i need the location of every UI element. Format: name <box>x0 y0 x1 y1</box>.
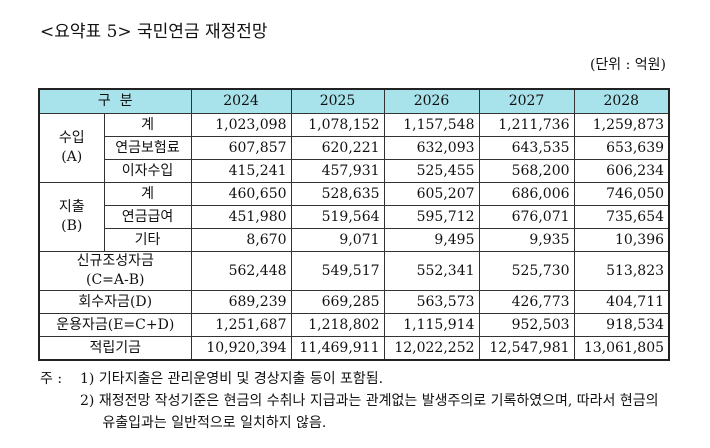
row-label: 운용자금(E=C+D) <box>38 313 192 337</box>
row-label: 연금보험료 <box>103 136 192 160</box>
label-line: 회수자금(D) <box>78 293 153 310</box>
cell-value: 519,564 <box>290 205 385 229</box>
cell-value: 9,935 <box>478 228 575 252</box>
cell-value: 415,241 <box>190 159 292 183</box>
cell-value: 549,517 <box>290 251 385 291</box>
cell-value: 563,573 <box>383 290 480 314</box>
data-row: 수입 (A) 계 1,023,098 1,078,152 1,157,548 1,211,7… <box>38 113 670 183</box>
data-row: 연금급여 451,980 519,564 595,712 676,071 735,654 <box>39 205 670 229</box>
header-row: 구 분 2024 2025 2026 2027 2028 <box>38 88 670 114</box>
cell-value: 460,650 <box>190 182 292 206</box>
data-row: 연금보험료 607,857 620,221 632,093 643,535 653,639 <box>39 136 670 160</box>
title: <요약표 5> 국민연금 재정전망 <box>40 22 268 42</box>
row-label: 이자수입 <box>103 159 192 183</box>
header-year: 2025 <box>290 88 385 114</box>
cell-value: 10,920,394 <box>190 336 292 361</box>
cell-value: 1,115,914 <box>383 313 480 337</box>
data-row: 운용자금(E=C+D) 1,251,687 1,218,802 1,115,914 95… <box>38 313 670 337</box>
row-label: 적립기금 <box>38 336 192 361</box>
cell-value: 457,931 <box>290 159 385 183</box>
cell-value: 562,448 <box>190 251 292 291</box>
cell-value: 9,071 <box>290 228 385 252</box>
cell-value: 513,823 <box>573 251 670 291</box>
data-row: 회수자금(D) 689,239 669,285 563,573 426,773 404,7… <box>38 290 670 314</box>
group-label: 수입 (A) <box>38 113 105 183</box>
unit: (단위 : 억원) <box>589 57 666 73</box>
cell-value: 12,547,981 <box>478 336 575 361</box>
cell-value: 11,469,911 <box>290 336 385 361</box>
notes: 주 : 1) 기타지출은 관리운영비 및 경상지출 등이 포함됨. 2) 재정전… <box>40 368 662 434</box>
cell-value: 676,071 <box>478 205 575 229</box>
row-label: 계 <box>103 113 192 137</box>
data-row: 기타 8,670 9,071 9,495 9,935 10,396 <box>39 228 670 252</box>
cell-value: 525,730 <box>478 251 575 291</box>
header-label: 구 분 <box>38 88 192 114</box>
header-year: 2024 <box>190 88 292 114</box>
row-label: 회수자금(D) <box>38 290 192 314</box>
note: 2) 재정전망 작성기준은 현금의 수취나 지급과는 관계없는 발생주의로 기록… <box>80 393 659 431</box>
cell-value: 606,234 <box>573 159 670 183</box>
cell-value: 952,503 <box>478 313 575 337</box>
header-year: 2027 <box>478 88 575 114</box>
note-prefix: 주 : <box>40 371 63 387</box>
cell-value: 595,712 <box>383 205 480 229</box>
cell-value: 643,535 <box>478 136 575 160</box>
cell-value: 525,455 <box>383 159 480 183</box>
cell-value: 1,023,098 <box>190 113 292 137</box>
cell-value: 669,285 <box>290 290 385 314</box>
label-line: (C=A-B) <box>86 272 145 288</box>
cell-value: 8,670 <box>190 228 292 252</box>
label-line: 운용자금(E=C+D) <box>56 316 175 333</box>
header-year: 2028 <box>573 88 670 114</box>
label-line: 신규조성자금 <box>76 253 154 269</box>
header-year: 2026 <box>383 88 480 114</box>
label-line: 수입 <box>58 130 85 146</box>
cell-value: 735,654 <box>573 205 670 229</box>
cell-value: 13,061,805 <box>573 336 670 361</box>
cell-value: 605,207 <box>383 182 480 206</box>
cell-value: 653,639 <box>573 136 670 160</box>
cell-value: 10,396 <box>573 228 670 252</box>
cell-value: 620,221 <box>290 136 385 160</box>
cell-value: 12,022,252 <box>383 336 480 361</box>
cell-value: 9,495 <box>383 228 480 252</box>
note-row: 2) 재정전망 작성기준은 현금의 수취나 지급과는 관계없는 발생주의로 기록… <box>80 390 662 434</box>
data-row: 적립기금 10,920,394 11,469,911 12,022,252 12,547… <box>38 336 670 361</box>
row-label: 연금급여 <box>103 205 192 229</box>
cell-value: 1,078,152 <box>290 113 385 137</box>
cell-value: 568,200 <box>478 159 575 183</box>
row-label: 기타 <box>103 228 192 252</box>
row-label: 계 <box>103 182 192 206</box>
cell-value: 1,259,873 <box>573 113 670 137</box>
cell-value: 632,093 <box>383 136 480 160</box>
note: 1) 기타지출은 관리운영비 및 경상지출 등이 포함됨. <box>80 371 384 387</box>
row-label: 신규조성자금 (C=A-B) <box>38 251 192 291</box>
cell-value: 528,635 <box>290 182 385 206</box>
cell-value: 404,711 <box>573 290 670 314</box>
cell-value: 1,157,548 <box>383 113 480 137</box>
cell-value: 746,050 <box>573 182 670 206</box>
cell-value: 1,218,802 <box>290 313 385 337</box>
cell-value: 1,211,736 <box>478 113 575 137</box>
note-row: 주 : 1) 기타지출은 관리운영비 및 경상지출 등이 포함됨. <box>40 368 662 390</box>
cell-value: 686,006 <box>478 182 575 206</box>
label-line: 적립기금 <box>89 339 142 356</box>
cell-value: 552,341 <box>383 251 480 291</box>
cell-value: 689,239 <box>190 290 292 314</box>
label-line: 지출 <box>58 199 85 215</box>
data-row: 이자수입 415,241 457,931 525,455 568,200 606,234 <box>39 159 670 183</box>
group-label: 지출 (B) <box>38 182 105 252</box>
label-line: (B) <box>61 218 83 234</box>
data-row: 신규조성자금 (C=A-B) 562,448 549,517 552,341 525,73… <box>38 251 670 291</box>
label-line: (A) <box>61 149 83 165</box>
cell-value: 1,251,687 <box>190 313 292 337</box>
finance-table: 구 분 2024 2025 2026 2027 2028 수입 (A) 계 1,023,098 1,… <box>38 88 671 361</box>
data-row: 지출 (B) 계 460,650 528,635 605,207 686,006 746,05… <box>38 182 670 252</box>
cell-value: 451,980 <box>190 205 292 229</box>
cell-value: 607,857 <box>190 136 292 160</box>
cell-value: 426,773 <box>478 290 575 314</box>
table-body: 구 분 2024 2025 2026 2027 2028 수입 (A) 계 1,023,098 1,… <box>38 88 670 361</box>
cell-value: 918,534 <box>573 313 670 337</box>
